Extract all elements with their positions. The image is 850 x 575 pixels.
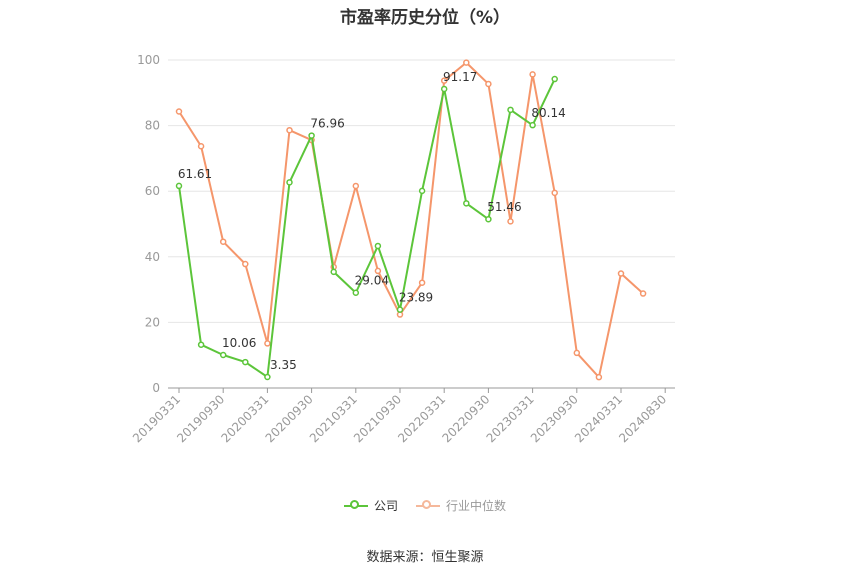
data-point [485, 215, 492, 223]
data-source: 数据来源：恒生聚源 [366, 550, 484, 565]
y-tick-label: 20 [145, 315, 160, 329]
data-point [219, 238, 227, 245]
data-point [197, 143, 205, 150]
data-point [242, 260, 249, 268]
data-point [595, 373, 603, 381]
data-point [352, 182, 360, 190]
data-labels: 61.61 10.06 3.35 76.96 29.04 23.89 91.17 51.46 8… [178, 70, 566, 372]
data-point [396, 306, 404, 313]
data-point [507, 218, 514, 225]
data-label: 23.89 [399, 291, 433, 305]
data-label: 80.14 [531, 106, 565, 120]
legend-item-company[interactable]: 公司 [343, 497, 398, 514]
series-line-0 [178, 78, 556, 379]
legend: 公司 行业中位数 [0, 497, 850, 514]
x-tick-label: 20240830 [616, 392, 669, 445]
axes: 0204060801002019033120190930202003312020… [130, 53, 675, 445]
data-point [242, 358, 249, 366]
data-point [440, 85, 448, 93]
data-point [440, 77, 448, 84]
legend-company-label: 公司 [373, 499, 398, 513]
data-label: 10.06 [222, 336, 256, 350]
y-tick-label: 60 [145, 184, 160, 198]
y-tick-label: 100 [137, 53, 160, 67]
data-point [551, 189, 558, 197]
data-point [219, 351, 227, 359]
data-label: 91.17 [443, 70, 477, 84]
data-point [418, 187, 426, 195]
data-label: 61.61 [178, 167, 212, 181]
data-point [418, 279, 426, 286]
data-point [330, 268, 337, 276]
data-point [573, 349, 581, 357]
data-point [551, 75, 558, 83]
data-point [463, 200, 470, 207]
data-point [617, 270, 625, 277]
legend-item-industry-median[interactable]: 行业中位数 [416, 497, 506, 514]
y-tick-label: 40 [145, 250, 160, 264]
series-line-1 [178, 61, 644, 379]
legend-company-line-icon [343, 499, 368, 513]
data-point [374, 267, 382, 275]
data-point [463, 59, 470, 66]
data-point [485, 80, 492, 88]
data-label: 76.96 [310, 117, 344, 131]
data-label: 3.35 [270, 358, 297, 372]
data-label: 51.46 [487, 200, 521, 214]
legend-industry-label: 行业中位数 [446, 499, 507, 513]
data-point [175, 108, 183, 115]
data-point [308, 132, 315, 139]
data-point [374, 242, 382, 250]
data-point [264, 340, 271, 347]
y-tick-label: 80 [145, 119, 160, 133]
data-point [639, 290, 647, 297]
data-point [507, 106, 514, 114]
series-lines [175, 59, 647, 381]
data-point [197, 341, 205, 348]
data-point [286, 126, 293, 134]
legend-industry-line-icon [416, 499, 440, 513]
chart-title: 市盈率历史分位（%） [339, 8, 511, 28]
data-label: 29.04 [355, 274, 389, 288]
data-point [264, 373, 271, 381]
data-point [529, 121, 536, 129]
y-tick-label: 0 [152, 381, 160, 395]
data-point [529, 71, 536, 78]
data-point [286, 179, 293, 186]
data-point [352, 289, 360, 296]
data-point [175, 182, 183, 190]
